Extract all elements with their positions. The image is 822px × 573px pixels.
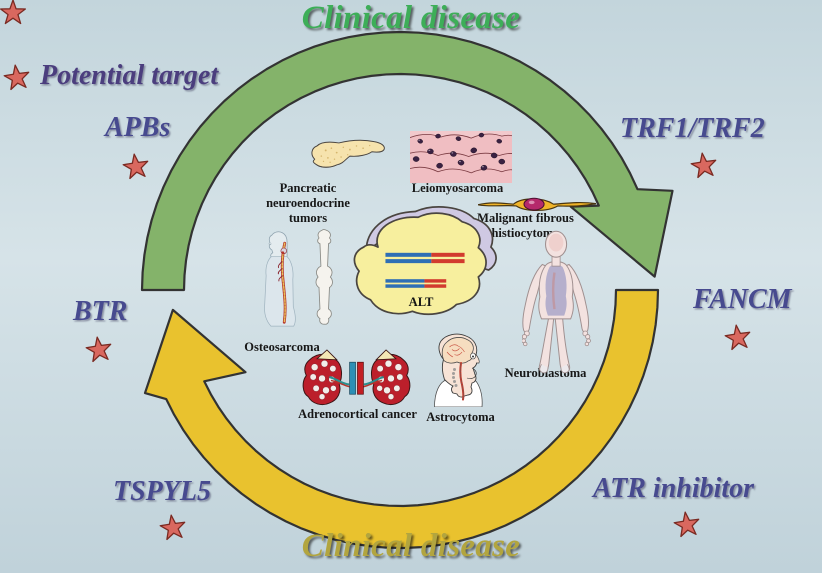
svg-text:ALT: ALT (409, 295, 434, 309)
